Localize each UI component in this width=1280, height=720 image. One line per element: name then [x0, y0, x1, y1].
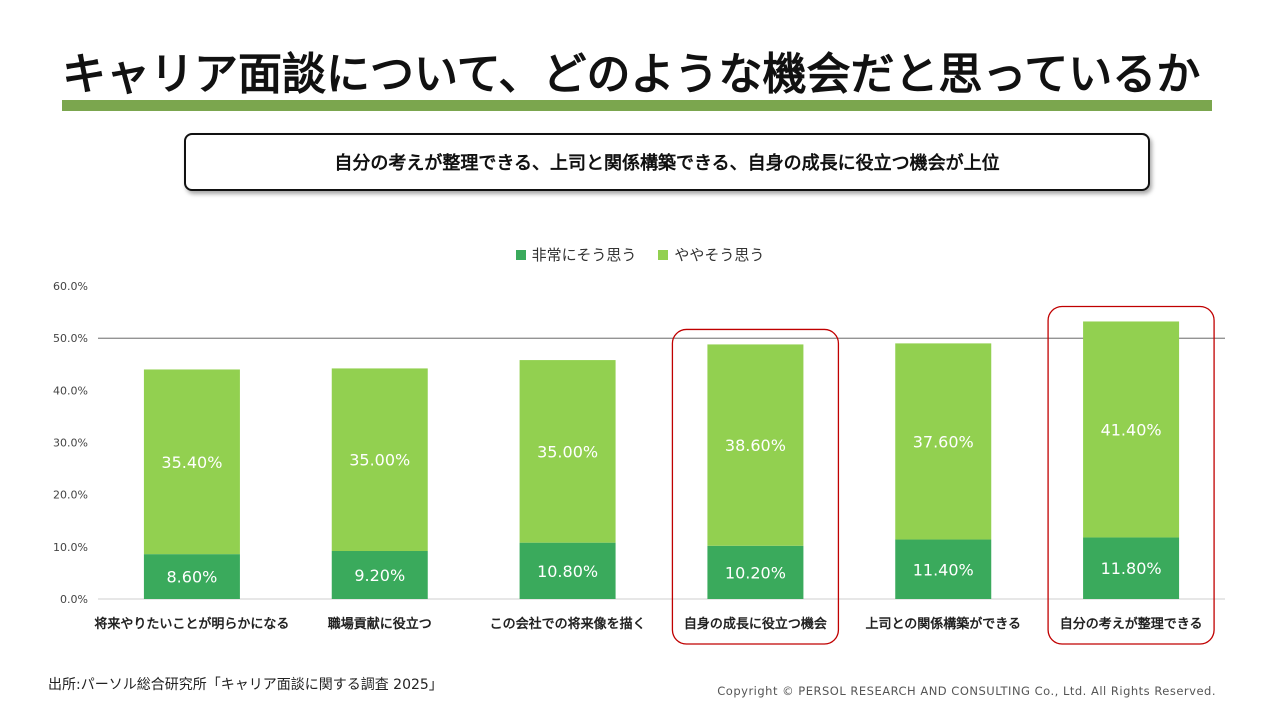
legend-label-strong: 非常にそう思う: [531, 246, 637, 264]
data-label-somewhat: 35.00%: [349, 451, 410, 470]
bar-segment-somewhat: [519, 360, 616, 543]
y-tick-label: 20.0%: [53, 489, 88, 502]
highlight-box: [1047, 305, 1215, 645]
data-label-somewhat: 37.60%: [913, 432, 974, 451]
data-label-strong: 11.40%: [913, 560, 974, 579]
copyright-note: Copyright © PERSOL RESEARCH AND CONSULTI…: [717, 684, 1216, 698]
data-label-strong: 11.80%: [1101, 559, 1162, 578]
bar-segment-somewhat: [331, 368, 428, 552]
bar-segment-somewhat: [895, 343, 992, 540]
data-label-strong: 9.20%: [354, 566, 405, 585]
data-label-somewhat: 38.60%: [725, 436, 786, 455]
category-label: この会社での将来像を描く: [490, 616, 646, 632]
data-label-strong: 10.80%: [537, 562, 598, 581]
summary-text: 自分の考えが整理できる、上司と関係構築できる、自身の成長に役立つ機会が上位: [334, 153, 1000, 174]
data-label-somewhat: 41.40%: [1101, 420, 1162, 439]
y-tick-label: 30.0%: [53, 437, 88, 450]
bar-segment-strong: [143, 554, 240, 599]
legend-item-strong: 非常にそう思う: [515, 244, 637, 265]
bar-segment-strong: [707, 545, 804, 599]
data-label-somewhat: 35.40%: [161, 453, 222, 472]
bar-segment-strong: [895, 539, 992, 599]
y-tick-label: 50.0%: [53, 332, 88, 345]
y-tick-label: 0.0%: [60, 593, 88, 606]
bar-segment-somewhat: [1083, 321, 1180, 538]
title-underline: [62, 100, 1212, 111]
bar-segment-strong: [1083, 537, 1180, 599]
legend-swatch-strong: [515, 249, 526, 260]
summary-callout: 自分の考えが整理できる、上司と関係構築できる、自身の成長に役立つ機会が上位: [184, 133, 1150, 191]
category-label: 将来やりたいことが明らかになる: [94, 616, 289, 632]
category-label: 上司との関係構築ができる: [865, 616, 1021, 632]
legend-label-somewhat: ややそう思う: [674, 246, 765, 264]
y-tick-label: 10.0%: [53, 541, 88, 554]
source-note: 出所:パーソル総合研究所「キャリア面談に関する調査 2025」: [48, 677, 443, 693]
bar-segment-somewhat: [143, 369, 240, 555]
legend-swatch-somewhat: [658, 249, 669, 260]
category-label: 自身の成長に役立つ機会: [684, 616, 828, 632]
bar-segment-strong: [331, 551, 428, 599]
page-title: キャリア面談について、どのような機会だと思っているか: [62, 49, 1201, 100]
data-label-strong: 10.20%: [725, 563, 786, 582]
bar-segment-strong: [519, 542, 616, 599]
bar-segment-somewhat: [707, 344, 804, 546]
data-label-somewhat: 35.00%: [537, 442, 598, 461]
category-label: 職場貢献に役立つ: [328, 616, 432, 632]
y-tick-label: 40.0%: [53, 384, 88, 397]
legend-item-somewhat: ややそう思う: [658, 244, 764, 265]
chart-legend: 非常にそう思う ややそう思う: [0, 244, 1280, 265]
data-label-strong: 8.60%: [167, 568, 218, 587]
y-tick-label: 60.0%: [53, 280, 88, 293]
highlight-box: [671, 328, 840, 645]
category-label: 自分の考えが整理できる: [1060, 616, 1203, 632]
